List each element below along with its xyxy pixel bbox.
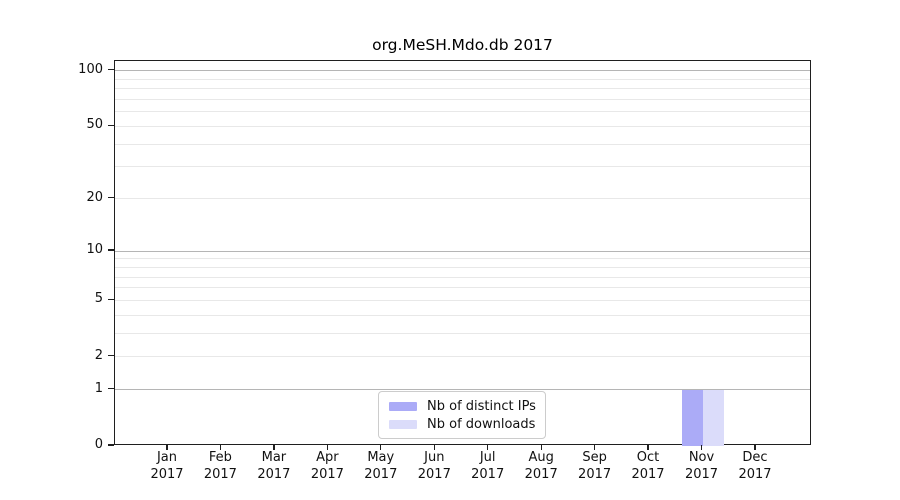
- gridline-minor: [115, 99, 810, 100]
- x-tick: [326, 445, 329, 450]
- x-tick-label: Oct 2017: [616, 450, 680, 483]
- y-tick-label: 5: [94, 291, 103, 307]
- gridline-minor: [115, 266, 810, 268]
- gridline-minor: [115, 258, 810, 260]
- legend: Nb of distinct IPs Nb of downloads: [378, 391, 546, 439]
- x-tick: [754, 445, 756, 450]
- plot-area: Nb of distinct IPs Nb of downloads: [114, 60, 811, 446]
- x-tick-label-month: May: [367, 450, 395, 465]
- x-tick-label: Aug 2017: [509, 450, 573, 483]
- y-tick: [108, 196, 114, 199]
- bar-downloads: [702, 389, 724, 446]
- x-tick-label-year: 2017: [684, 466, 719, 482]
- x-tick: [273, 445, 275, 450]
- x-tick-label: Mar 2017: [242, 450, 306, 483]
- x-tick-label: Apr 2017: [295, 450, 359, 483]
- x-tick-label-month: Jan: [156, 450, 178, 465]
- x-tick-label-month: Jul: [479, 450, 496, 465]
- gridline-minor: [115, 332, 810, 334]
- y-tick-label: 50: [86, 117, 103, 133]
- x-tick-label-month: Aug: [528, 450, 554, 465]
- legend-swatch-distinct-ips: [389, 401, 417, 411]
- x-tick-label-month: Feb: [208, 450, 232, 465]
- x-tick-label-month: Sep: [582, 450, 607, 465]
- y-tick-label: 10: [86, 242, 103, 258]
- y-tick-label: 20: [86, 189, 103, 205]
- legend-item-downloads: Nb of downloads: [389, 417, 537, 432]
- gridline-minor: [115, 125, 810, 127]
- x-tick-label-month: Mar: [261, 450, 287, 465]
- y-tick: [108, 355, 114, 357]
- x-tick-label-year: 2017: [631, 466, 665, 482]
- gridline-major: [115, 389, 810, 391]
- gridline-minor: [115, 88, 810, 90]
- x-tick: [540, 445, 542, 450]
- y-tick-label: 1: [94, 380, 103, 396]
- x-tick-label-year: 2017: [203, 466, 237, 482]
- y-tick: [108, 69, 114, 71]
- x-tick-label-month: Dec: [742, 450, 768, 465]
- gridline-minor: [115, 166, 810, 168]
- gridline-minor: [115, 299, 810, 301]
- x-tick-label: Nov 2017: [670, 450, 734, 483]
- x-tick-label-year: 2017: [471, 466, 505, 482]
- x-tick: [380, 445, 382, 450]
- x-tick: [700, 445, 703, 450]
- x-tick-label: Dec 2017: [723, 450, 787, 483]
- x-tick-label: Sep 2017: [563, 450, 627, 483]
- x-tick: [487, 445, 489, 450]
- y-tick: [108, 388, 114, 390]
- y-tick-label: 100: [78, 61, 103, 77]
- x-tick-label-year: 2017: [310, 466, 344, 482]
- chart-title: org.MeSH.Mdo.db 2017: [372, 36, 553, 54]
- x-tick: [219, 445, 222, 450]
- x-tick: [593, 445, 596, 450]
- y-tick-label: 0: [94, 437, 103, 452]
- x-tick-label-month: Oct: [636, 450, 660, 465]
- x-tick: [433, 445, 435, 450]
- y-tick: [108, 249, 114, 251]
- legend-swatch-downloads: [389, 419, 417, 429]
- x-tick-label-year: 2017: [524, 466, 558, 482]
- x-tick-label: Feb 2017: [188, 450, 252, 483]
- gridline-minor: [115, 287, 810, 289]
- y-tick: [108, 444, 114, 446]
- x-tick-label-year: 2017: [738, 466, 772, 482]
- bar-distinct-ips: [681, 389, 703, 446]
- gridline-minor: [115, 314, 810, 316]
- gridline-minor: [115, 276, 810, 278]
- x-tick-label: Jun 2017: [402, 450, 466, 483]
- gridline-minor: [115, 198, 810, 199]
- gridline-minor: [115, 78, 810, 80]
- gridline-major: [115, 250, 810, 252]
- x-tick-label-year: 2017: [364, 466, 398, 482]
- y-tick: [108, 124, 114, 127]
- x-tick-label-month: Jun: [424, 450, 445, 465]
- x-tick-label-year: 2017: [150, 466, 184, 482]
- x-tick-label: May 2017: [349, 450, 413, 483]
- x-tick-label-month: Nov: [688, 450, 715, 465]
- x-tick-label: Jan 2017: [135, 450, 199, 483]
- x-tick: [166, 445, 168, 450]
- x-tick-label-year: 2017: [257, 466, 291, 482]
- x-tick: [647, 445, 649, 450]
- gridline-minor: [115, 111, 810, 113]
- legend-label-downloads: Nb of downloads: [427, 416, 536, 432]
- y-tick: [108, 298, 114, 300]
- x-tick-label-month: Apr: [316, 450, 339, 465]
- x-tick-label-year: 2017: [578, 466, 612, 482]
- legend-label-distinct-ips: Nb of distinct IPs: [427, 398, 536, 414]
- gridline-major: [115, 70, 810, 72]
- gridline-minor: [115, 356, 810, 358]
- x-tick-label-year: 2017: [417, 466, 451, 482]
- x-tick-label: Jul 2017: [456, 450, 520, 483]
- legend-item-distinct-ips: Nb of distinct IPs: [389, 399, 537, 414]
- y-tick-label: 2: [94, 347, 103, 363]
- gridline-minor: [115, 143, 810, 145]
